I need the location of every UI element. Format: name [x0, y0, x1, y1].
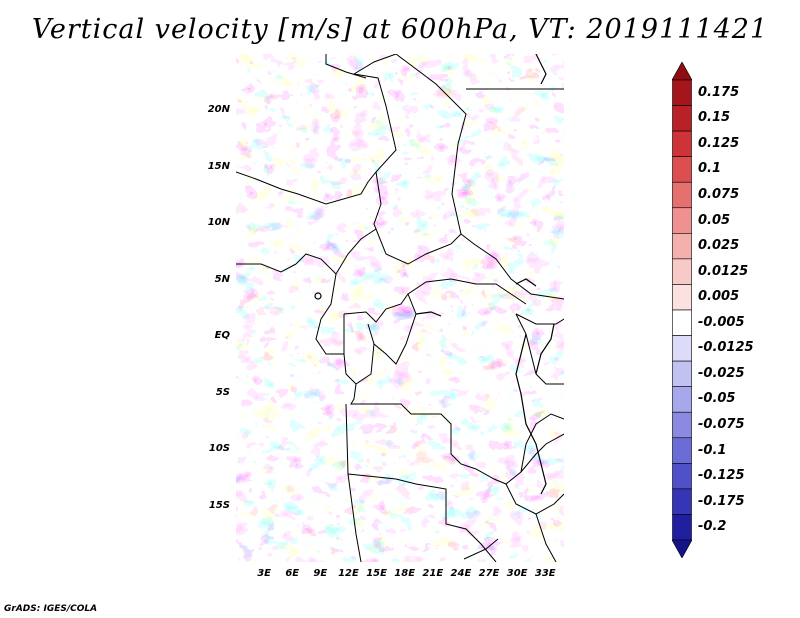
- lon-tick-label: 3E: [257, 568, 271, 579]
- colorbar-segment: [672, 437, 692, 464]
- map-title: Vertical velocity [m/s] at 600hPa, VT: 2…: [31, 14, 769, 45]
- lat-tick-label: 5N: [214, 273, 230, 285]
- colorbar-level-label: 0.15: [698, 110, 731, 126]
- colorbar-level-label: -0.1: [698, 442, 727, 458]
- colorbar-segment: [672, 207, 692, 234]
- colorbar-level-label: -0.2: [698, 519, 727, 535]
- lat-tick-label: 15S: [208, 499, 230, 511]
- colorbar-segment: [672, 105, 692, 132]
- colorbar-level-label: 0.005: [698, 289, 740, 305]
- colorbar-level-label: -0.005: [698, 314, 745, 330]
- colorbar-segment: [672, 488, 692, 515]
- colorbar-top-arrow: [672, 62, 692, 81]
- colorbar-level-label: 0.125: [698, 135, 740, 151]
- velocity-field-detail: [236, 54, 564, 562]
- lat-tick-label: 10N: [207, 217, 230, 229]
- lat-tick-label: 5S: [215, 386, 230, 398]
- colorbar-segment: [672, 514, 692, 541]
- lakes-and-coast: [314, 54, 555, 495]
- map-canvas: [236, 54, 564, 562]
- colorbar-bottom-arrow: [672, 539, 692, 558]
- colorbar-level-label: 0.0125: [698, 263, 749, 279]
- colorbar: [672, 62, 692, 558]
- colorbar-segment: [672, 335, 692, 362]
- lon-tick-label: 24E: [450, 568, 472, 579]
- colorbar-level-label: 0.05: [698, 212, 731, 228]
- colorbar-segment: [672, 284, 692, 311]
- colorbar-segment: [672, 130, 692, 157]
- lon-tick-label: 27E: [478, 568, 500, 579]
- colorbar-segment: [672, 309, 692, 336]
- country-borders: [236, 54, 564, 562]
- lon-tick-label: 15E: [366, 568, 387, 579]
- lat-tick-label: EQ: [214, 330, 230, 342]
- colorbar-level-label: 0.075: [698, 187, 740, 202]
- lat-tick-label: 15N: [207, 160, 230, 172]
- lat-tick-label: 20N: [207, 104, 230, 116]
- lat-tick-label: 10S: [208, 443, 230, 455]
- colorbar-level-label: -0.05: [698, 391, 736, 407]
- colorbar-segment: [672, 233, 692, 260]
- colorbar-segment: [672, 258, 692, 285]
- colorbar-segment: [672, 360, 692, 387]
- colorbar-level-label: -0.175: [698, 493, 745, 509]
- lon-tick-label: 21E: [422, 568, 444, 579]
- colorbar-level-label: 0.025: [698, 238, 740, 254]
- colorbar-segment: [672, 386, 692, 413]
- colorbar-segment: [672, 411, 692, 439]
- lon-tick-label: 33E: [534, 568, 556, 579]
- colorbar-segment: [672, 463, 692, 490]
- grads-credit: GrADS: IGES/COLA: [4, 604, 98, 614]
- lon-tick-label: 18E: [394, 568, 416, 579]
- lon-tick-label: 9E: [313, 568, 328, 579]
- colorbar-level-label: -0.0125: [698, 340, 754, 356]
- colorbar-level-label: -0.025: [698, 365, 745, 381]
- colorbar-segment: [672, 181, 692, 209]
- colorbar-segment: [672, 156, 692, 183]
- colorbar-level-label: -0.125: [698, 468, 745, 484]
- lon-tick-label: 30E: [506, 568, 528, 579]
- colorbar-segment: [672, 79, 692, 106]
- colorbar-level-label: 0.175: [698, 84, 740, 100]
- lon-tick-label: 6E: [285, 568, 300, 579]
- colorbar-level-label: 0.1: [698, 161, 722, 177]
- lon-tick-label: 12E: [338, 568, 359, 579]
- vertical-velocity-map: [236, 54, 564, 562]
- colorbar-level-label: -0.075: [698, 417, 745, 432]
